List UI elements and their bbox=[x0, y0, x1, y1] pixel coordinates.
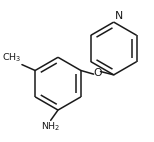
Text: N: N bbox=[115, 11, 124, 21]
Text: CH$_3$: CH$_3$ bbox=[2, 51, 21, 64]
Text: NH$_2$: NH$_2$ bbox=[41, 121, 60, 133]
Text: O: O bbox=[93, 68, 102, 78]
